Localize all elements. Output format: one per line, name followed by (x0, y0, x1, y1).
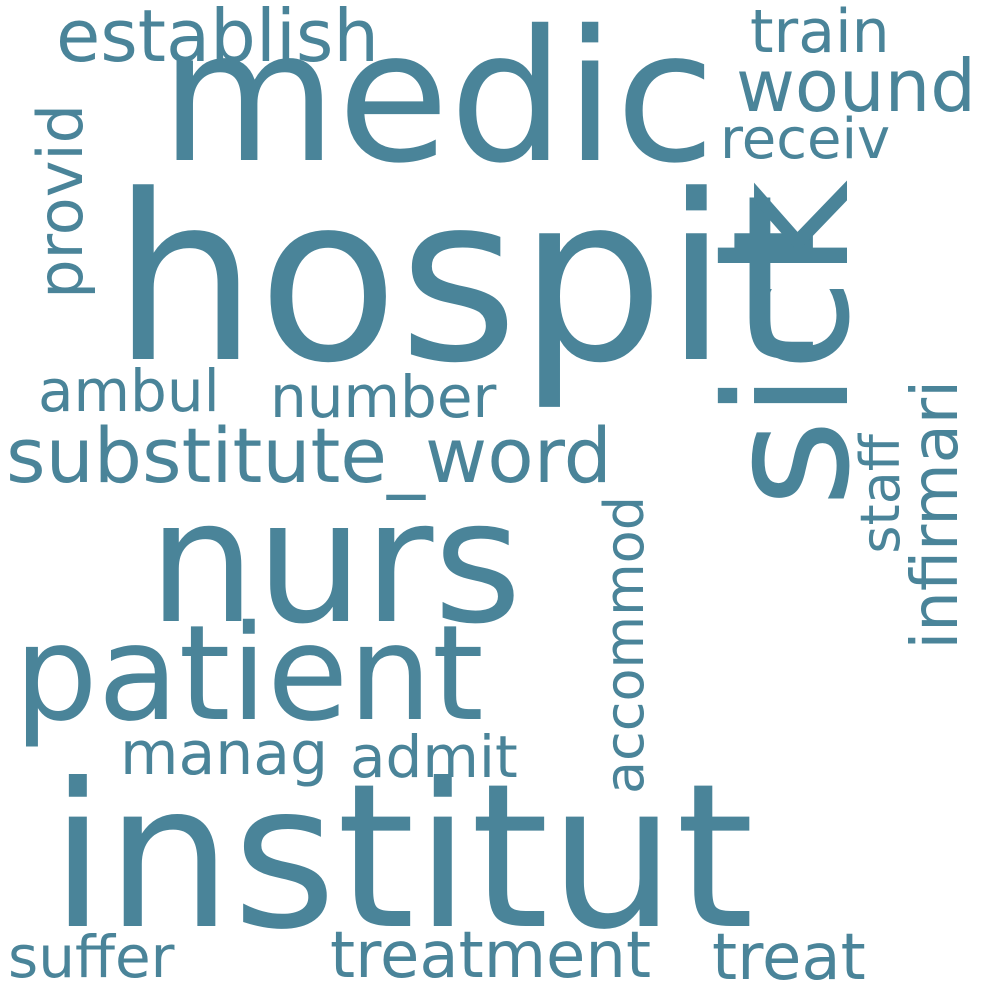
word-treatment: treatment (330, 919, 652, 993)
word-treat: treat (712, 921, 866, 995)
word-number: number (270, 363, 497, 431)
word-medic: medic (160, 0, 716, 203)
word-hospit: hospit (112, 147, 819, 414)
word-ambul: ambul (38, 357, 220, 425)
word-establish: establish (56, 0, 380, 78)
word-manag: manag (120, 719, 329, 789)
word-receiv: receiv (720, 107, 891, 172)
word-substitute_word: substitute_word (6, 411, 612, 500)
word-institut: institut (50, 741, 755, 974)
word-accommod: accommod (593, 496, 656, 795)
word-staff: staff (849, 434, 912, 554)
word-infirmari: infirmari (899, 380, 973, 650)
word-nurs: nurs (148, 464, 522, 662)
word-suffer: suffer (8, 923, 175, 991)
word-admit: admit (350, 723, 518, 791)
word-patient: patient (14, 597, 484, 751)
word-wound: wound (736, 44, 976, 128)
word-provid: provid (24, 104, 97, 299)
word-train: train (750, 0, 890, 67)
